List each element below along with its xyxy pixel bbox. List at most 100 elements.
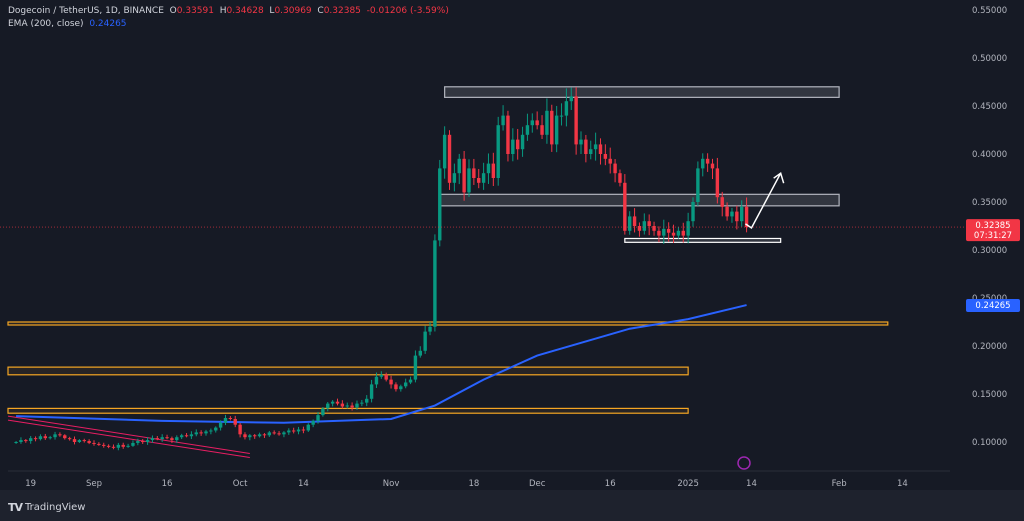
candle-body	[345, 405, 349, 407]
price-chart[interactable]: 0.55000 0.50000 0.45000 0.40000 0.35000 0.300…	[0, 0, 1024, 490]
candle-body	[350, 405, 354, 408]
candle-body	[403, 382, 408, 387]
candle-body	[701, 158, 705, 169]
candle-body	[67, 438, 72, 440]
candle-body	[705, 158, 710, 164]
candle-body	[442, 134, 447, 169]
candle-body	[360, 402, 364, 404]
candle-body	[160, 437, 164, 440]
candle-body	[150, 438, 155, 441]
candle-body	[48, 437, 52, 439]
candle-body	[438, 168, 442, 241]
candle-body	[365, 398, 369, 403]
candle-body	[467, 168, 471, 193]
candle-body	[413, 355, 418, 380]
candle-body	[452, 173, 457, 183]
candle-body	[316, 415, 320, 421]
candle-body	[253, 435, 257, 437]
candle-body	[53, 434, 57, 438]
chart-canvas[interactable]: 0.55000 0.50000 0.45000 0.40000 0.35000 0.300…	[0, 0, 1024, 490]
price-tag	[966, 219, 1020, 242]
candle-body	[87, 441, 91, 443]
candle-body	[106, 445, 111, 447]
low-label: L	[269, 6, 275, 16]
candle-body	[515, 139, 520, 150]
candle-body	[666, 228, 671, 233]
candle-body	[141, 441, 145, 443]
high-label: H	[219, 6, 227, 16]
y-tick-label: 0.50000	[972, 54, 1007, 64]
x-tick-label: Nov	[383, 479, 400, 489]
candle-body	[72, 439, 77, 442]
candle-body	[179, 435, 184, 438]
grey-zone	[439, 193, 840, 207]
candle-body	[691, 202, 695, 222]
candle-body	[155, 438, 160, 440]
change-value: -0.01206 (-3.59%)	[366, 6, 449, 16]
tradingview-logo[interactable]: TV TradingView	[8, 501, 85, 514]
candle-body	[33, 438, 38, 440]
candle-body	[102, 444, 106, 446]
candle-body	[637, 226, 642, 231]
arrow-line	[745, 172, 782, 230]
candle-body	[423, 331, 427, 351]
candle-body	[628, 216, 632, 231]
candle-body	[262, 434, 267, 436]
candle-body	[540, 125, 544, 135]
candle-body	[184, 435, 189, 437]
candle-body	[744, 206, 749, 228]
candle-body	[272, 432, 276, 434]
ema-label[interactable]: EMA (200, close)	[8, 19, 84, 29]
candle-body	[238, 424, 242, 435]
open-value: 0.33591	[176, 6, 214, 16]
candle-body	[136, 441, 140, 443]
candle-body	[82, 440, 86, 442]
candle-body	[228, 418, 233, 419]
candle-body	[496, 125, 500, 178]
candle-body	[623, 182, 627, 231]
x-tick-label: 19	[25, 479, 36, 489]
candle-body	[730, 211, 734, 217]
candle-body	[399, 386, 403, 390]
tradingview-logo-icon: TV	[8, 501, 23, 514]
ema-line	[16, 304, 747, 424]
event-icon[interactable]	[737, 456, 751, 470]
candle-body	[457, 158, 461, 174]
y-tick-label: 0.35000	[972, 198, 1007, 208]
candle-body	[481, 173, 486, 183]
ema-tag	[966, 299, 1020, 313]
candle-body	[618, 173, 622, 183]
candle-body	[525, 125, 530, 135]
candle-body	[223, 418, 228, 423]
y-tick-label: 0.10000	[972, 438, 1007, 448]
candle-body	[598, 144, 603, 154]
candle-body	[77, 440, 82, 442]
candle-body	[243, 434, 247, 438]
candle-body	[579, 139, 583, 145]
trendline-upper	[7, 415, 250, 455]
candle-body	[740, 206, 744, 222]
candle-body	[194, 432, 198, 435]
candle-body	[282, 432, 286, 435]
y-tick-label: 0.55000	[972, 6, 1007, 16]
candle-body	[291, 430, 296, 432]
candle-body	[559, 115, 564, 117]
candle-body	[472, 168, 476, 178]
candle-body	[384, 374, 388, 380]
symbol-title[interactable]: Dogecoin / TetherUS, 1D, BINANCE	[8, 6, 164, 16]
candle-body	[248, 435, 252, 438]
trendline-lower	[7, 419, 250, 459]
candle-body	[491, 163, 496, 178]
candle-body	[287, 430, 291, 433]
y-tick-label: 0.30000	[972, 246, 1007, 256]
candle-body	[218, 422, 223, 428]
high-value: 0.34628	[226, 6, 264, 16]
candle-body	[214, 427, 218, 431]
candle-body	[175, 437, 179, 441]
x-tick-label: Dec	[529, 479, 546, 489]
candle-body	[652, 226, 656, 231]
y-tick-label: 0.40000	[972, 150, 1007, 160]
candle-body	[486, 163, 491, 174]
candle-body	[735, 211, 739, 222]
y-tick-label: 0.45000	[972, 102, 1007, 112]
